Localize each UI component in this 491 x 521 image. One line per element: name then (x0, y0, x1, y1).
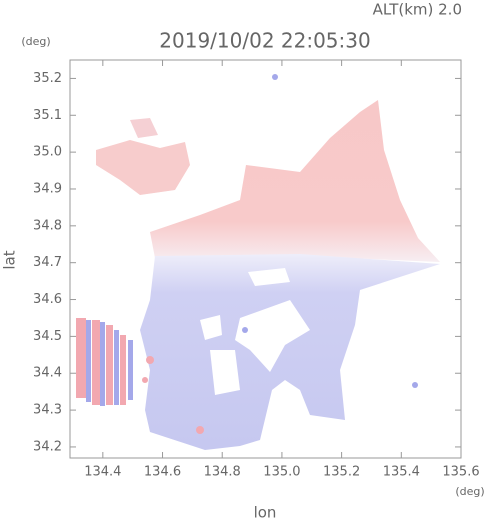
chart-title: 2019/10/02 22:05:30 (159, 29, 370, 53)
y-tick-label: 34.9 (33, 181, 62, 196)
y-tick-label: 35.1 (33, 108, 62, 123)
y-tick-label: 35.0 (33, 145, 62, 160)
subtitle: ALT(km) 2.0 (373, 1, 462, 19)
y-tick-label: 34.4 (33, 366, 62, 381)
x-tick-label: 134.8 (204, 465, 241, 480)
plot-frame (69, 59, 462, 459)
y-tick-label: 34.6 (33, 292, 62, 307)
x-unit: (deg) (455, 485, 484, 498)
radar-field (76, 74, 440, 450)
y-tick-label: 34.5 (33, 329, 62, 344)
y-tick-label: 34.8 (33, 218, 62, 233)
y-axis-label: lat (1, 250, 19, 269)
y-tick-label: 34.3 (33, 403, 62, 418)
x-tick-label: 134.4 (84, 465, 121, 480)
x-tick-label: 135.6 (442, 465, 479, 480)
x-axis-label: lon (254, 504, 277, 521)
x-tick-label: 135.0 (263, 465, 300, 480)
x-tick-label: 135.2 (323, 465, 360, 480)
y-unit: (deg) (21, 35, 50, 48)
x-tick-label: 135.4 (383, 465, 420, 480)
y-tick-label: 34.7 (33, 255, 62, 270)
x-tick-label: 134.6 (144, 465, 181, 480)
y-tick-label: 35.2 (33, 71, 62, 86)
y-tick-label: 34.2 (33, 439, 62, 454)
